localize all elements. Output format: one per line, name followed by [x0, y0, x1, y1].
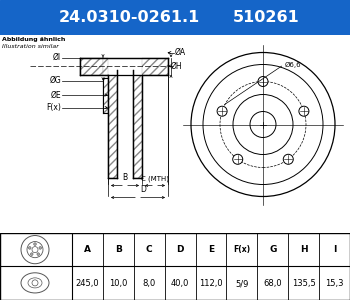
Bar	[133, 74, 142, 178]
Text: D: D	[176, 245, 184, 254]
Text: ØH: ØH	[171, 61, 183, 70]
Circle shape	[217, 106, 227, 116]
Text: H: H	[300, 245, 308, 254]
Text: ØI: ØI	[53, 53, 61, 62]
Text: Ø6,6: Ø6,6	[285, 61, 302, 68]
Text: F(x): F(x)	[233, 245, 251, 254]
Bar	[103, 77, 108, 112]
Text: B: B	[115, 245, 122, 254]
Text: 8,0: 8,0	[142, 279, 156, 288]
Text: C: C	[146, 245, 153, 254]
Text: Abbildung ähnlich: Abbildung ähnlich	[2, 38, 65, 43]
Text: 24.0310-0261.1: 24.0310-0261.1	[59, 10, 200, 25]
Bar	[142, 58, 168, 74]
Text: 15,3: 15,3	[325, 279, 344, 288]
Text: E: E	[208, 245, 214, 254]
Circle shape	[233, 154, 243, 164]
Circle shape	[258, 76, 268, 86]
Text: G: G	[269, 245, 277, 254]
Text: B: B	[122, 172, 127, 182]
Text: 245,0: 245,0	[76, 279, 99, 288]
Text: F(x): F(x)	[46, 103, 61, 112]
Text: Illustration similar: Illustration similar	[2, 44, 59, 49]
Circle shape	[30, 253, 33, 255]
Bar	[80, 58, 103, 74]
Text: D: D	[140, 184, 146, 194]
Circle shape	[283, 154, 293, 164]
Text: 112,0: 112,0	[199, 279, 223, 288]
Circle shape	[39, 247, 42, 249]
Text: C (MTH): C (MTH)	[141, 175, 169, 181]
Text: I: I	[333, 245, 336, 254]
Bar	[80, 58, 103, 74]
Text: 10,0: 10,0	[109, 279, 127, 288]
Text: 510261: 510261	[233, 10, 299, 25]
Text: 5/9: 5/9	[235, 279, 248, 288]
Text: 135,5: 135,5	[292, 279, 316, 288]
Text: ØG: ØG	[49, 76, 61, 85]
Circle shape	[299, 106, 309, 116]
Text: ØE: ØE	[50, 91, 61, 100]
Circle shape	[34, 243, 36, 245]
Bar	[108, 74, 117, 178]
Text: 40,0: 40,0	[171, 279, 189, 288]
Text: ØA: ØA	[175, 48, 186, 57]
Circle shape	[28, 247, 31, 249]
Text: 68,0: 68,0	[264, 279, 282, 288]
Circle shape	[37, 253, 40, 255]
Text: A: A	[84, 245, 91, 254]
Bar	[103, 58, 108, 74]
